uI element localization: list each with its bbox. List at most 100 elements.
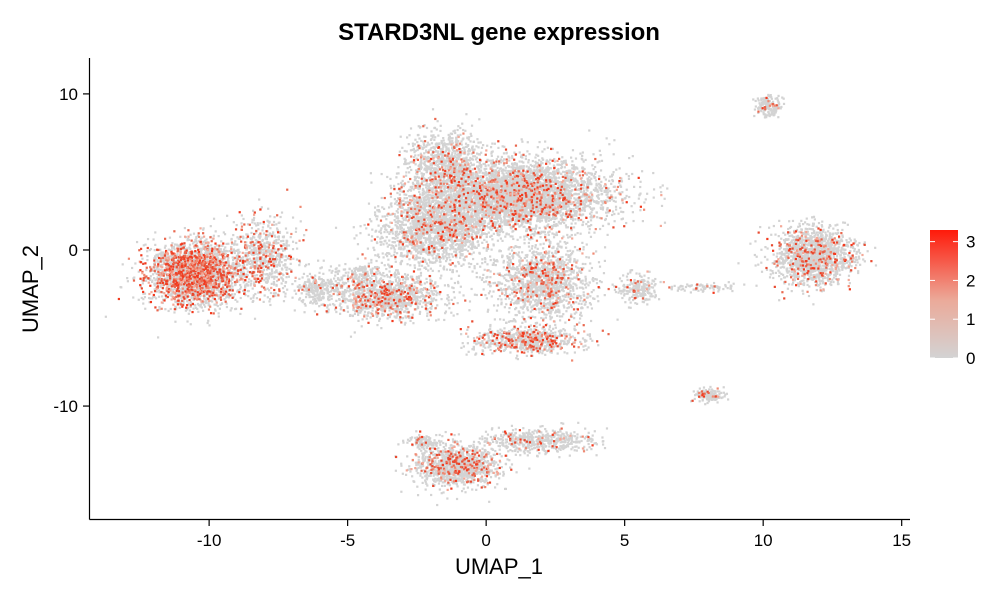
data-point bbox=[422, 176, 425, 180]
data-point bbox=[191, 271, 195, 274]
data-point bbox=[409, 149, 413, 152]
data-point bbox=[421, 147, 424, 151]
data-point bbox=[384, 306, 387, 309]
data-point bbox=[226, 250, 229, 253]
data-point bbox=[459, 168, 462, 171]
data-point bbox=[219, 264, 223, 267]
data-point bbox=[571, 149, 575, 152]
data-point bbox=[389, 285, 392, 288]
data-point bbox=[231, 256, 234, 259]
data-point bbox=[276, 254, 279, 257]
data-point bbox=[360, 310, 363, 313]
data-point bbox=[388, 291, 391, 294]
data-point bbox=[423, 296, 426, 299]
data-point bbox=[560, 216, 563, 219]
data-point bbox=[392, 304, 395, 307]
data-point bbox=[293, 289, 296, 292]
data-point bbox=[263, 248, 266, 251]
data-point bbox=[281, 249, 285, 252]
data-point bbox=[278, 257, 282, 260]
data-point bbox=[427, 165, 430, 168]
data-point bbox=[450, 137, 453, 140]
data-point bbox=[331, 269, 334, 273]
data-point bbox=[398, 319, 401, 322]
data-point bbox=[380, 172, 383, 176]
data-point bbox=[541, 157, 544, 160]
data-point bbox=[253, 222, 256, 225]
data-point bbox=[509, 171, 513, 174]
data-point bbox=[461, 166, 464, 169]
data-point bbox=[267, 277, 271, 280]
data-point bbox=[472, 155, 475, 158]
data-point bbox=[153, 288, 156, 291]
data-point bbox=[231, 285, 234, 288]
data-point bbox=[418, 268, 422, 271]
data-point bbox=[276, 228, 279, 232]
data-point bbox=[405, 287, 409, 290]
data-point bbox=[446, 147, 449, 150]
data-point bbox=[255, 274, 259, 277]
data-point bbox=[415, 308, 418, 311]
data-point bbox=[286, 231, 289, 234]
data-point bbox=[175, 292, 179, 295]
data-point bbox=[267, 225, 270, 228]
data-point bbox=[349, 293, 352, 296]
data-point bbox=[455, 139, 458, 142]
data-point bbox=[233, 249, 237, 253]
data-point bbox=[458, 153, 461, 156]
data-point bbox=[359, 303, 363, 306]
data-point bbox=[444, 160, 447, 163]
data-point bbox=[239, 283, 242, 287]
data-point bbox=[480, 146, 484, 149]
data-point bbox=[444, 168, 447, 171]
data-point bbox=[258, 233, 261, 237]
data-point bbox=[162, 298, 165, 301]
data-point bbox=[434, 143, 437, 146]
data-point bbox=[485, 174, 488, 177]
data-point bbox=[387, 285, 390, 288]
data-point bbox=[447, 296, 450, 299]
data-point bbox=[324, 281, 327, 284]
data-point bbox=[237, 252, 240, 255]
data-point bbox=[234, 298, 237, 301]
data-point bbox=[352, 292, 355, 295]
data-point bbox=[482, 144, 485, 147]
data-point bbox=[412, 322, 415, 325]
data-point bbox=[285, 268, 288, 272]
data-point bbox=[416, 175, 419, 178]
data-point bbox=[437, 318, 440, 321]
data-point bbox=[437, 134, 440, 137]
data-point bbox=[304, 283, 307, 286]
data-point bbox=[242, 274, 245, 277]
data-point bbox=[348, 290, 351, 293]
data-point bbox=[310, 275, 313, 278]
data-point bbox=[344, 297, 347, 300]
data-point bbox=[330, 271, 333, 274]
data-point bbox=[502, 172, 505, 175]
data-point bbox=[328, 291, 331, 294]
data-point bbox=[187, 312, 190, 315]
data-point bbox=[275, 283, 278, 287]
data-point bbox=[271, 244, 274, 247]
data-point bbox=[457, 157, 460, 160]
data-point bbox=[491, 142, 494, 145]
data-point bbox=[468, 136, 471, 139]
data-point bbox=[210, 244, 213, 247]
data-point bbox=[226, 287, 229, 290]
data-point bbox=[326, 289, 329, 293]
data-point bbox=[440, 172, 443, 176]
data-point bbox=[476, 138, 479, 141]
data-point bbox=[611, 210, 615, 213]
data-point bbox=[455, 137, 458, 141]
data-point bbox=[223, 233, 227, 236]
data-point bbox=[208, 248, 211, 251]
data-point bbox=[409, 293, 412, 297]
data-point bbox=[208, 250, 211, 253]
data-point bbox=[447, 283, 450, 287]
data-point bbox=[318, 277, 321, 281]
data-point bbox=[316, 288, 319, 291]
data-point bbox=[500, 176, 504, 179]
data-point bbox=[353, 331, 356, 334]
data-point bbox=[273, 266, 276, 269]
data-point bbox=[273, 239, 276, 243]
